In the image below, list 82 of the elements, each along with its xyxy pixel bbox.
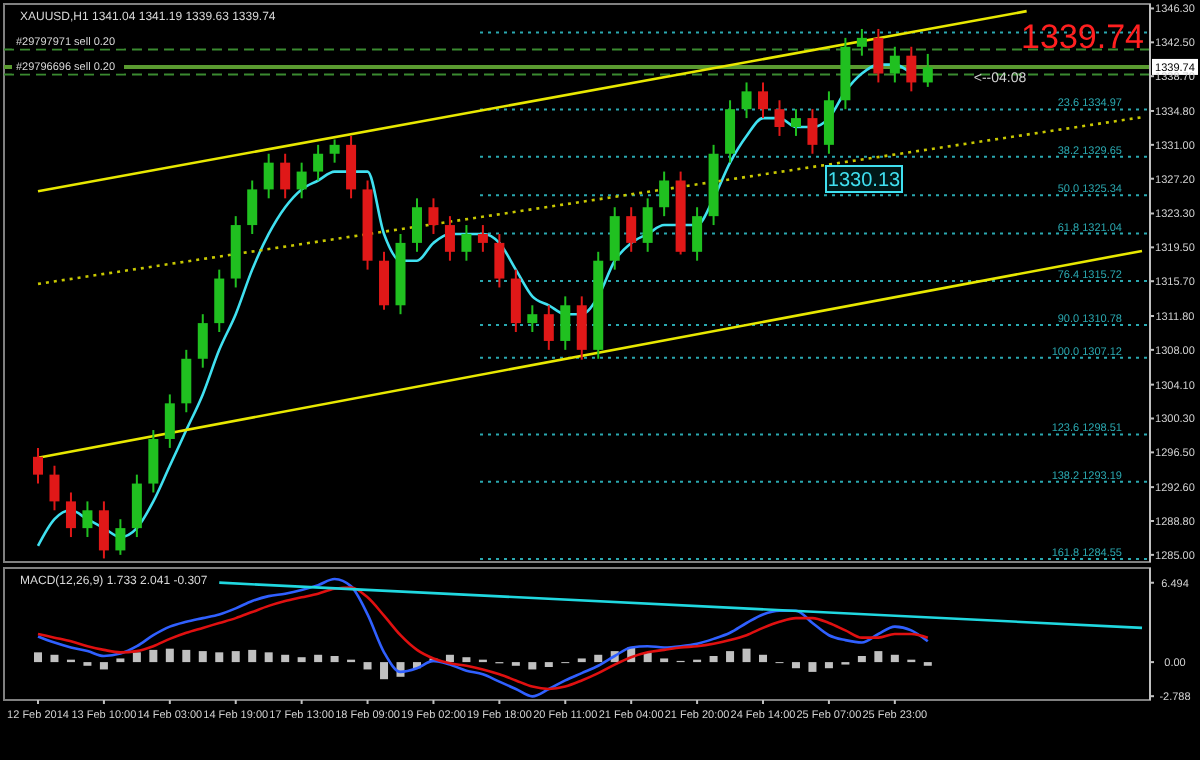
annotation: 1339.74: [1021, 18, 1144, 56]
candlestick: [725, 99, 736, 164]
candlestick: [49, 464, 60, 512]
candlestick: [65, 491, 76, 539]
candlestick: [33, 446, 43, 485]
candlestick: [428, 197, 439, 235]
candlestick: [642, 197, 653, 253]
bar: [215, 652, 224, 663]
bar: [742, 648, 751, 663]
candlestick: [576, 295, 587, 361]
candlestick: [313, 143, 324, 182]
bar: [874, 651, 883, 663]
candlestick: [197, 313, 208, 369]
candlestick: [411, 197, 422, 253]
candlestick: [247, 179, 258, 235]
bar: [99, 662, 108, 670]
candlestick: [527, 304, 538, 334]
bar: [50, 654, 59, 663]
candlestick: [115, 518, 126, 556]
bar: [132, 652, 141, 663]
bar: [281, 654, 290, 663]
candlestick: [560, 295, 571, 351]
bar: [462, 657, 471, 663]
candlestick: [296, 161, 307, 200]
bar: [857, 656, 866, 663]
candlestick: [906, 45, 917, 93]
candlestick: [856, 27, 867, 57]
bar: [528, 662, 537, 670]
candlestick: [659, 170, 670, 218]
bar: [726, 651, 735, 663]
candlestick: [477, 224, 488, 253]
bar: [594, 654, 603, 663]
candlestick: [758, 81, 769, 120]
bar: [808, 662, 817, 672]
candlestick: [626, 206, 637, 253]
bar: [182, 649, 191, 663]
bar: [297, 657, 306, 663]
candlestick: [873, 27, 884, 84]
annotation: 1330.13: [827, 170, 902, 192]
bar: [890, 654, 899, 663]
candlestick: [329, 138, 340, 164]
bar: [198, 651, 207, 663]
candlestick: [889, 45, 900, 84]
candlestick: [609, 206, 620, 271]
bar: [231, 651, 240, 663]
candlestick: [807, 108, 818, 155]
bar: [709, 656, 718, 663]
bar: [149, 649, 158, 663]
candlestick: [774, 99, 785, 137]
candlestick: [164, 393, 175, 449]
bar: [445, 654, 454, 663]
candlestick: [741, 81, 752, 120]
candlestick: [692, 206, 703, 262]
candlestick: [98, 500, 109, 560]
candlestick: [823, 90, 834, 155]
candlestick: [263, 152, 274, 200]
candlestick: [181, 348, 192, 414]
candlestick: [214, 268, 225, 334]
candlestick: [922, 52, 933, 88]
candlestick: [346, 134, 357, 200]
candlestick: [543, 304, 554, 351]
candlestick: [444, 215, 455, 262]
candlestick: [494, 232, 505, 289]
candlestick: [280, 152, 291, 200]
bar: [34, 652, 42, 663]
bar: [824, 662, 833, 669]
candlestick: [510, 268, 521, 334]
candlestick: [82, 500, 93, 539]
bar: [380, 662, 389, 680]
candlestick: [461, 224, 472, 262]
bar: [330, 656, 339, 663]
candlestick: [790, 108, 801, 137]
bar: [165, 648, 174, 663]
bar: [759, 654, 768, 663]
candlestick: [148, 429, 159, 494]
bar: [363, 662, 372, 670]
bar: [314, 654, 323, 663]
candlestick: [379, 250, 390, 311]
bar: [248, 649, 257, 663]
candlestick: [131, 473, 142, 539]
bar: [791, 662, 800, 669]
bar: [264, 652, 273, 663]
